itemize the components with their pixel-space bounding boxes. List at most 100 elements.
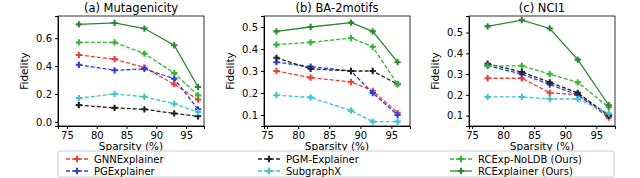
y-label: Fidelity	[18, 52, 30, 89]
tick-mark	[298, 126, 299, 129]
tick-mark	[472, 126, 473, 129]
marker	[575, 56, 581, 62]
marker	[171, 76, 177, 82]
tick-label: 0.0	[36, 117, 52, 128]
tick-label: 0.1	[447, 110, 463, 121]
series-line	[488, 20, 609, 105]
tick-mark	[261, 27, 264, 28]
legend-label: GNNExplainer	[94, 154, 164, 165]
series-line	[79, 94, 198, 112]
legend-marker	[74, 168, 80, 174]
legend: GNNExplainerPGExplainerPGM-ExplainerSubg…	[58, 151, 614, 177]
title: (b) BA-2motifs	[296, 1, 379, 15]
marker	[76, 21, 82, 27]
tick: 0.3	[447, 69, 469, 80]
y-axis: 0.1 0.2 0.3 0.4 0.5	[447, 17, 469, 127]
tick-mark	[391, 126, 392, 129]
series-line	[276, 38, 397, 84]
marker	[111, 20, 117, 26]
legend-item: GNNExplainer	[66, 154, 164, 165]
tick-mark	[360, 126, 361, 129]
tick-label: 95	[590, 130, 603, 141]
marker	[348, 107, 354, 113]
tick: 0.4	[447, 48, 469, 59]
y-axis: 0.0 0.2 0.4 0.6	[36, 17, 58, 128]
marker	[76, 95, 82, 101]
marker	[141, 50, 147, 56]
marker	[547, 90, 553, 96]
series-line	[276, 58, 397, 84]
panel: 75808590950.00.20.40.6(a) MutagenicitySp…	[18, 1, 205, 152]
marker	[141, 94, 147, 100]
plot-frame	[58, 16, 204, 126]
tick: 80	[497, 126, 510, 141]
marker	[547, 71, 553, 77]
tick-label: 75	[466, 130, 479, 141]
tick-label: 0.6	[36, 33, 52, 44]
tick: 0.2	[36, 89, 58, 100]
marker	[606, 102, 612, 108]
marker	[484, 23, 490, 29]
marker	[273, 28, 279, 34]
tick: 95	[385, 126, 398, 141]
marker	[111, 56, 117, 62]
tick-mark	[67, 126, 68, 129]
plot-frame	[264, 16, 410, 126]
marker	[370, 28, 376, 34]
tick-mark	[97, 126, 98, 129]
plot-frame	[469, 16, 615, 126]
marker	[519, 94, 525, 100]
tick-label: 0.5	[242, 22, 258, 33]
series-line	[79, 42, 198, 95]
tick: 85	[121, 126, 134, 141]
tick-label: 80	[497, 130, 510, 141]
marker	[394, 118, 400, 124]
legend-label: RCExp-NoLDB (Ours)	[478, 154, 582, 165]
series-line	[79, 65, 198, 110]
y-axis: 0.10.20.30.40.5	[242, 17, 264, 127]
marker	[575, 79, 581, 85]
tick: 0.5	[242, 22, 264, 33]
marker	[547, 96, 553, 102]
marker	[394, 81, 400, 87]
tick-mark	[565, 126, 566, 129]
tick-mark	[55, 122, 58, 123]
figure: 75 80 85 90 95 0.0 0.2 0.4 0.6 (a) Mutagenicity Sp…	[0, 0, 640, 178]
tick: 0.3	[242, 66, 264, 77]
marker	[111, 105, 117, 111]
plot-area	[273, 19, 400, 124]
marker	[273, 41, 279, 47]
axis-line	[261, 17, 265, 127]
tick-mark	[466, 74, 469, 75]
tick-mark	[55, 38, 58, 39]
series-line	[276, 95, 397, 121]
tick: 75	[261, 126, 274, 141]
tick: 95	[590, 126, 603, 141]
marker	[171, 101, 177, 107]
axis-line	[55, 17, 59, 127]
marker	[76, 39, 82, 45]
tick-mark	[466, 116, 469, 117]
legend-item: SubgraphX	[258, 166, 341, 177]
x-axis: 7580859095	[261, 126, 410, 141]
marker	[348, 19, 354, 25]
marker	[484, 63, 490, 69]
plot-area	[76, 20, 201, 120]
tick-label: 0.2	[447, 90, 463, 101]
axis-line	[265, 127, 411, 130]
marker	[307, 66, 313, 72]
tick-label: 0.1	[242, 110, 258, 121]
tick-label: 95	[385, 130, 398, 141]
marker	[307, 39, 313, 45]
marker	[111, 67, 117, 73]
tick-mark	[186, 126, 187, 129]
tick: 0.5	[447, 27, 469, 38]
marker	[547, 79, 553, 85]
panel: 75808590950.10.20.30.40.5(c) NCI1Sparsit…	[429, 1, 616, 152]
tick-label: 0.4	[36, 61, 52, 72]
title: (a) Mutagenicity	[84, 1, 178, 15]
x-label: Sparsity (%)	[510, 140, 574, 152]
tick: 90	[354, 126, 367, 141]
marker	[171, 81, 177, 87]
tick: 0.0	[36, 117, 58, 128]
